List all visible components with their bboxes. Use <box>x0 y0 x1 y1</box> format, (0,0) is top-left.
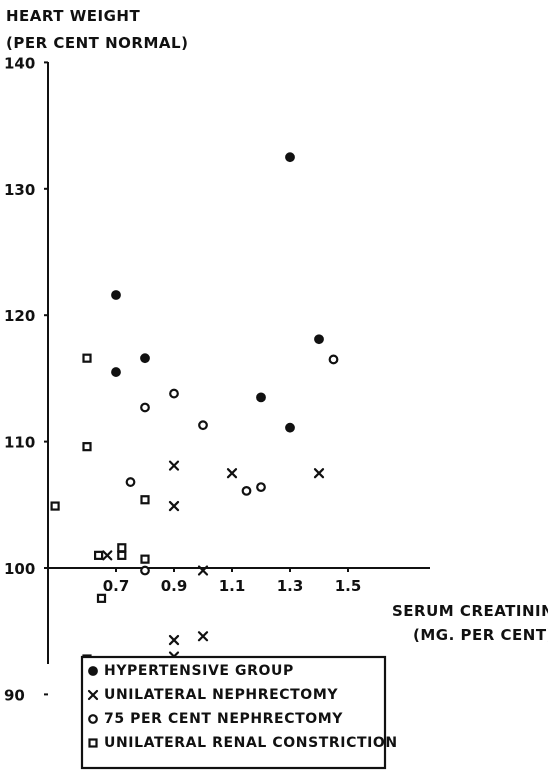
data-point-stroke <box>102 550 113 561</box>
data-point <box>96 593 107 603</box>
data-point <box>102 550 113 561</box>
y-tick-label: 130 <box>4 181 35 199</box>
data-point <box>226 468 238 479</box>
y-tick-label: 140 <box>4 54 35 72</box>
axes-layer <box>44 61 430 696</box>
legend-marker <box>87 689 99 701</box>
data-point <box>111 290 121 300</box>
data-point <box>197 565 209 576</box>
data-point-stroke <box>197 631 209 642</box>
legend-label: HYPERTENSIVE GROUP <box>104 663 294 679</box>
data-point <box>198 420 208 431</box>
legend-label: UNILATERAL NEPHRECTOMY <box>104 687 338 703</box>
x-tick-label: 0.7 <box>103 577 130 595</box>
data-point <box>140 554 150 564</box>
y-axis-label-line: HEART WEIGHT <box>6 7 140 25</box>
y-axis-label-line: (PER CENT NORMAL) <box>6 34 188 52</box>
y-tick-label: 110 <box>4 434 35 452</box>
data-point <box>111 367 121 377</box>
data-point-stroke <box>168 634 180 646</box>
data-point <box>285 152 295 163</box>
data-point <box>168 460 180 471</box>
x-tick-label: 1.1 <box>219 577 246 595</box>
x-axis-label-line: SERUM CREATININE <box>392 602 548 620</box>
legend-marker <box>88 738 98 748</box>
data-point <box>117 550 127 560</box>
data-point <box>313 468 325 479</box>
data-point <box>140 565 150 576</box>
legend-marker <box>88 666 98 676</box>
data-point <box>328 354 339 365</box>
data-point-stroke <box>197 565 209 576</box>
series-3-points <box>125 354 339 576</box>
labels-layer: 90 100 110 120 130 140 0.7 0.9 1.1 1.3 1.5 HEART WE… <box>4 7 548 704</box>
y-axis-label: HEART WEIGHT (PER CENT NORMAL) <box>6 7 188 52</box>
data-point <box>82 442 92 452</box>
y-tick-label: 100 <box>4 560 35 578</box>
data-point <box>285 422 295 433</box>
data-point-stroke <box>168 500 180 512</box>
series-4-points <box>50 353 150 664</box>
data-point <box>82 353 92 363</box>
legend-box <box>80 655 387 770</box>
y-tick-label: 90 <box>4 686 25 704</box>
data-point-stroke <box>168 460 180 471</box>
legend-label: UNILATERAL RENAL CONSTRICTION <box>104 735 398 751</box>
data-point <box>241 485 252 496</box>
x-axis-label-line: (MG. PER CENT) <box>413 626 548 644</box>
x-tick-label: 0.9 <box>161 577 188 595</box>
series-1-points <box>111 152 324 433</box>
data-point <box>256 392 266 403</box>
data-point <box>314 334 324 345</box>
data-point <box>125 477 136 487</box>
data-point <box>168 500 180 512</box>
data-point-stroke <box>313 468 325 479</box>
data-point <box>197 631 209 642</box>
x-tick-label: 1.3 <box>277 577 304 595</box>
x-tick-label: 1.5 <box>335 577 362 595</box>
legend-layer: HYPERTENSIVE GROUP UNILATERAL NEPHRECTOMY… <box>80 655 398 770</box>
legend-marker-stroke <box>87 689 99 701</box>
data-point <box>140 495 150 505</box>
data-point <box>140 353 150 364</box>
points-layer <box>50 152 339 664</box>
legend-marker <box>88 714 98 724</box>
data-point <box>93 550 104 560</box>
data-point <box>168 634 180 646</box>
legend-label: 75 PER CENT NEPHRECTOMY <box>104 711 343 727</box>
data-point <box>140 402 150 413</box>
data-point <box>50 501 60 511</box>
series-2-points <box>102 460 325 662</box>
y-tick-label: 120 <box>4 307 35 325</box>
data-point <box>169 388 179 399</box>
data-point <box>256 482 266 493</box>
x-axis-label: SERUM CREATININE (MG. PER CENT) <box>392 602 548 644</box>
data-point-stroke <box>226 468 238 479</box>
data-point <box>117 543 127 553</box>
